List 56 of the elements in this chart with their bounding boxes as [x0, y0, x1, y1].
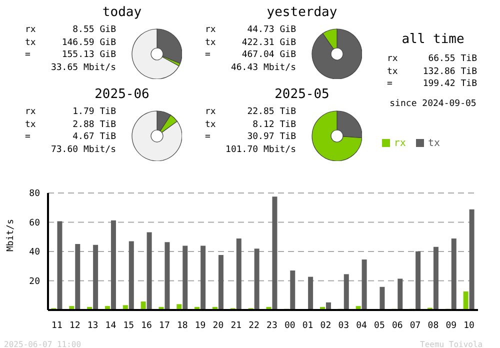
text: = 4.67 TiB: [25, 132, 116, 142]
x-tick-label: 05: [374, 321, 385, 331]
text: = 467.04 GiB: [205, 50, 296, 60]
text: = 155.13 GiB: [25, 50, 116, 60]
x-tick-label: 10: [464, 321, 474, 331]
y-tick-label: 40: [29, 248, 40, 258]
y-tick-label: 80: [29, 189, 40, 200]
y-axis-title: Mbit/s: [6, 218, 16, 252]
text: since 2024-09-05: [388, 98, 478, 108]
text: rx 1.79 TiB: [25, 107, 116, 117]
legend-label: rx: [394, 138, 406, 149]
x-tick-label: 12: [69, 321, 80, 331]
x-tick-label: 17: [159, 321, 170, 331]
x-tick-label: 03: [338, 321, 350, 331]
x-tick-label: 18: [176, 321, 188, 331]
text: rx 44.73 GiB: [205, 25, 296, 35]
text: tx 2.88 TiB: [25, 120, 116, 130]
x-tick-label: 01: [302, 321, 314, 331]
text: rx 8.55 GiB: [25, 25, 116, 35]
legend-label: tx: [428, 138, 440, 149]
chart-title: 2025-05: [274, 87, 330, 102]
text: 33.65 Mbit/s: [50, 62, 116, 74]
x-tick-label: 11: [52, 321, 62, 331]
text: 101.70 Mbit/s: [224, 144, 296, 156]
text: = 30.97 TiB: [205, 132, 296, 142]
chart-title: today: [101, 5, 143, 20]
y-tick-label: 60: [29, 218, 40, 228]
text: = 199.42 TiB: [387, 79, 477, 89]
x-tick-label: 13: [87, 321, 98, 331]
text: tx 146.59 GiB: [25, 38, 116, 48]
x-tick-label: 16: [141, 321, 152, 331]
x-tick-label: 04: [356, 321, 367, 331]
text: 73.60 Mbit/s: [50, 144, 116, 156]
x-tick-label: 09: [446, 321, 457, 331]
x-tick-label: 08: [428, 321, 439, 331]
x-tick-label: 19: [194, 321, 206, 331]
x-tick-label: 02: [320, 321, 332, 331]
x-tick-label: 22: [248, 321, 260, 331]
text: rx 66.55 TiB: [387, 54, 477, 64]
text: rx 22.85 TiB: [205, 107, 296, 117]
text: tx 422.31 GiB: [205, 38, 296, 48]
text: tx 132.86 TiB: [387, 66, 477, 76]
x-tick-label: 00: [284, 321, 296, 331]
x-tick-label: 23: [266, 321, 278, 331]
text: tx 8.12 TiB: [205, 120, 296, 130]
text: all time: [400, 32, 466, 47]
x-tick-label: 21: [230, 321, 242, 331]
x-tick-label: 14: [105, 321, 116, 331]
x-tick-label: 07: [410, 321, 421, 331]
chart-title: 2025-06: [94, 87, 150, 102]
y-tick-label: 20: [29, 276, 40, 287]
x-tick-label: 06: [392, 321, 403, 331]
x-tick-label: 15: [123, 321, 134, 331]
x-tick-label: 20: [212, 321, 224, 331]
chart-title: yesterday: [266, 5, 338, 20]
text: 46.43 Mbit/s: [230, 62, 296, 74]
